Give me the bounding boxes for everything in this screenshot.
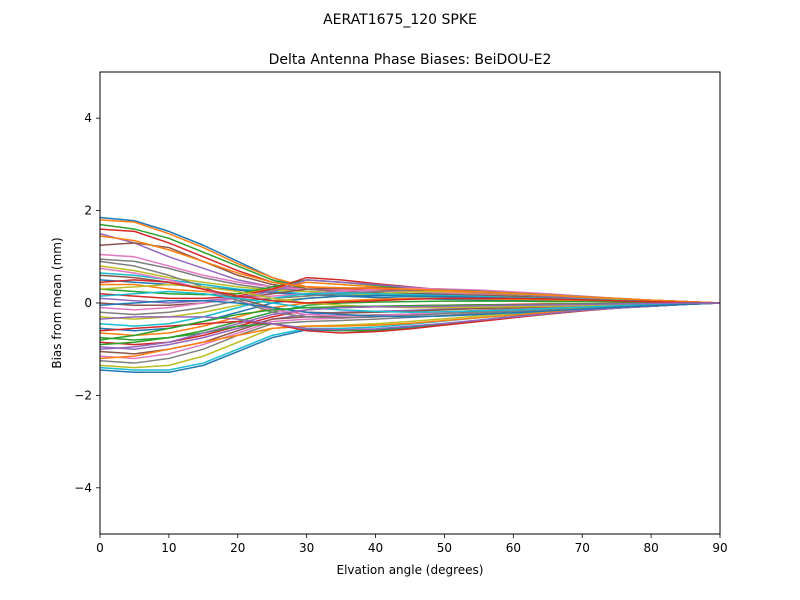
y-tick-label: −4	[74, 481, 92, 495]
series-line	[100, 302, 720, 331]
chart-title: Delta Antenna Phase Biases: BeiDOU-E2	[269, 52, 552, 68]
x-tick-label: 20	[230, 541, 245, 555]
series-line	[100, 300, 720, 341]
series-line	[100, 235, 720, 304]
x-tick-label: 0	[96, 541, 104, 555]
y-tick-label: 4	[84, 111, 92, 125]
x-tick-label: 40	[368, 541, 383, 555]
x-tick-label: 60	[506, 541, 521, 555]
x-tick-label: 10	[161, 541, 176, 555]
x-tick-label: 80	[643, 541, 658, 555]
figure-suptitle: AERAT1675_120 SPKE	[323, 12, 477, 28]
y-tick-label: 0	[84, 296, 92, 310]
series-line	[100, 279, 720, 304]
x-tick-label: 90	[712, 541, 727, 555]
y-axis-label: Bias from mean (mm)	[50, 237, 64, 368]
x-tick-label: 70	[575, 541, 590, 555]
plot-frame	[99, 71, 721, 535]
y-tick-label: 2	[84, 204, 92, 218]
x-tick-label: 30	[299, 541, 314, 555]
x-tick-label: 50	[437, 541, 452, 555]
series-line	[100, 290, 720, 313]
y-tick-label: −2	[74, 388, 92, 402]
series-line	[100, 302, 720, 350]
series-line	[100, 299, 720, 318]
axes-layer: 0 10 20 30 40 50 60 70 80 90 −4 −2 0 2 4	[74, 111, 727, 555]
series-line	[100, 283, 720, 309]
x-axis-label: Elvation angle (degrees)	[337, 563, 484, 577]
series-layer	[100, 216, 720, 374]
